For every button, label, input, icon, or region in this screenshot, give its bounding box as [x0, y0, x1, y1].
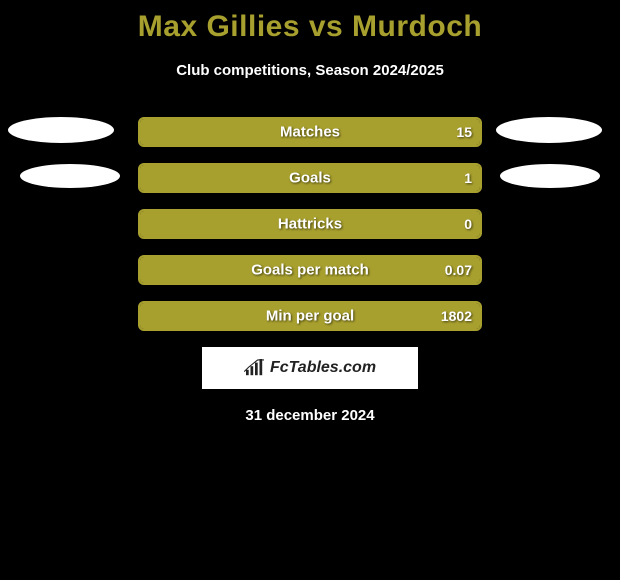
player1-marker [8, 117, 114, 143]
stats-comparison-card: Max Gillies vs Murdoch Club competitions… [0, 0, 620, 580]
page-title: Max Gillies vs Murdoch [0, 0, 620, 44]
stat-bar: Hattricks 0 [138, 209, 482, 239]
stat-value: 0.07 [445, 262, 472, 278]
stat-label: Goals [140, 170, 480, 187]
stat-rows: Matches 15 Goals 1 Hattricks 0 [0, 117, 620, 331]
player2-marker [496, 117, 602, 143]
stat-label: Min per goal [140, 308, 480, 325]
stat-bar: Goals 1 [138, 163, 482, 193]
stat-value: 1 [464, 170, 472, 186]
stat-bar: Matches 15 [138, 117, 482, 147]
player1-marker [20, 164, 120, 188]
stat-label: Matches [140, 124, 480, 141]
footer-date: 31 december 2024 [0, 407, 620, 424]
stat-label: Hattricks [140, 216, 480, 233]
stat-label: Goals per match [140, 262, 480, 279]
source-logo-text: FcTables.com [270, 359, 376, 377]
stat-row-goals: Goals 1 [0, 163, 620, 193]
stat-bar: Min per goal 1802 [138, 301, 482, 331]
stat-value: 1802 [441, 308, 472, 324]
bar-chart-icon [244, 359, 266, 377]
stat-value: 15 [456, 124, 472, 140]
stat-bar: Goals per match 0.07 [138, 255, 482, 285]
subtitle: Club competitions, Season 2024/2025 [0, 62, 620, 79]
source-logo: FcTables.com [244, 359, 376, 377]
stat-row-matches: Matches 15 [0, 117, 620, 147]
stat-row-goals-per-match: Goals per match 0.07 [0, 255, 620, 285]
stat-value: 0 [464, 216, 472, 232]
source-logo-box[interactable]: FcTables.com [202, 347, 418, 389]
stat-row-min-per-goal: Min per goal 1802 [0, 301, 620, 331]
player2-marker [500, 164, 600, 188]
stat-row-hattricks: Hattricks 0 [0, 209, 620, 239]
